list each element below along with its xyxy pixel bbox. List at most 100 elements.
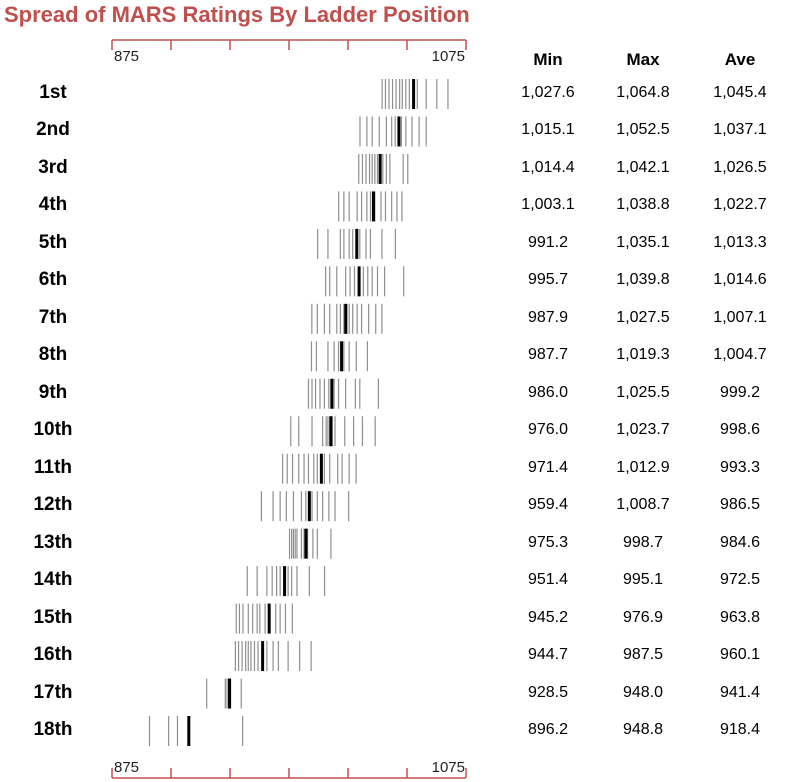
chart-title: Spread of MARS Ratings By Ladder Positio…	[4, 2, 470, 27]
cell-ave: 993.3	[719, 458, 761, 476]
row-label: 6th	[38, 269, 68, 291]
marks-group	[148, 79, 449, 746]
cell-ave: 963.8	[719, 608, 761, 626]
row-label: 1st	[39, 82, 67, 103]
row-label: 16th	[33, 644, 73, 666]
cell-min: 896.2	[527, 721, 569, 738]
cell-ave: 1,022.7	[713, 196, 767, 214]
strip-row	[246, 566, 326, 597]
cell-max: 1,042.1	[616, 158, 670, 176]
strip-row	[325, 266, 405, 297]
row-label: 8th	[38, 344, 68, 366]
cell-max: 1,008.7	[616, 496, 670, 514]
cell-min: 944.7	[527, 646, 569, 664]
row-label: 7th	[38, 306, 68, 328]
row-label: 2nd	[36, 119, 70, 141]
cell-min: 1,015.1	[521, 121, 575, 139]
cell-ave: 986.5	[719, 496, 761, 514]
axes-group: 875 1075 875 1075	[111, 39, 467, 779]
top-tick-label-max: 1075	[432, 48, 465, 65]
cell-ave: 1,007.1	[713, 308, 767, 326]
cell-min: 1,003.1	[521, 196, 575, 214]
cell-max: 948.8	[622, 721, 664, 738]
cell-ave: 998.6	[719, 421, 761, 439]
cell-min: 995.7	[527, 271, 569, 289]
cell-min: 971.4	[527, 458, 569, 476]
column-header-min: Min	[533, 50, 563, 69]
strip-row	[290, 416, 376, 447]
strip-row	[206, 678, 242, 709]
cell-max: 995.1	[622, 571, 664, 589]
cell-max: 998.7	[622, 533, 664, 551]
cell-max: 1,019.3	[616, 346, 670, 364]
row-label: 12th	[33, 494, 73, 516]
bottom-tick-label-max: 1075	[432, 759, 465, 776]
row-label: 9th	[38, 381, 68, 403]
cell-max: 1,038.8	[616, 196, 670, 214]
cell-max: 1,039.8	[616, 271, 670, 289]
strip-row	[358, 153, 409, 184]
strip-row	[338, 191, 403, 222]
bottom-tick-label-min: 875	[114, 759, 139, 776]
cell-ave: 1,026.5	[713, 158, 767, 176]
cell-ave: 1,014.6	[713, 271, 767, 289]
cell-min: 928.5	[527, 683, 569, 701]
strip-row	[235, 603, 293, 634]
cell-min: 987.7	[527, 346, 569, 364]
cell-min: 987.9	[527, 308, 569, 326]
top-tick-label-min: 875	[114, 48, 139, 65]
row-label: 4th	[38, 194, 68, 216]
row-label: 3rd	[38, 156, 68, 178]
strip-row	[317, 228, 396, 259]
column-header-max: Max	[626, 50, 660, 69]
cell-min: 976.0	[527, 421, 569, 439]
cell-max: 976.9	[622, 608, 664, 626]
cell-max: 987.5	[622, 646, 664, 664]
cell-min: 986.0	[527, 383, 569, 401]
strip-row	[359, 116, 427, 147]
strip-row	[310, 341, 369, 372]
cell-max: 1,023.7	[616, 421, 670, 439]
row-label: 5th	[38, 231, 68, 253]
cell-ave: 1,045.4	[713, 84, 767, 101]
cell-min: 959.4	[527, 496, 569, 514]
row-label: 10th	[33, 419, 73, 441]
row-label: 17th	[33, 681, 73, 703]
cell-min: 1,014.4	[521, 158, 575, 176]
cell-max: 948.0	[622, 683, 664, 701]
cell-max: 1,052.5	[616, 121, 670, 139]
cell-min: 945.2	[527, 608, 569, 626]
cell-ave: 960.1	[719, 646, 761, 664]
cell-ave: 984.6	[719, 533, 761, 551]
cell-ave: 941.4	[719, 683, 761, 701]
cell-max: 1,012.9	[616, 458, 670, 476]
cell-max: 1,035.1	[616, 233, 670, 251]
cell-ave: 1,037.1	[713, 121, 767, 139]
strip-row	[148, 716, 244, 746]
column-header-ave: Ave	[724, 50, 756, 69]
row-label: 13th	[33, 531, 73, 553]
strip-row	[260, 491, 350, 522]
cell-ave: 999.2	[719, 383, 761, 401]
cell-min: 991.2	[527, 233, 569, 251]
strip-row	[381, 79, 449, 109]
strip-row	[288, 528, 332, 559]
cell-ave: 1,013.3	[713, 233, 767, 251]
row-label: 15th	[33, 606, 73, 628]
row-label: 18th	[33, 719, 73, 740]
cell-max: 1,027.5	[616, 308, 670, 326]
cell-ave: 972.5	[719, 571, 761, 589]
strip-row	[311, 303, 383, 334]
strip-row	[307, 378, 379, 409]
cell-ave: 918.4	[719, 721, 761, 738]
cell-max: 1,064.8	[616, 84, 670, 101]
cell-ave: 1,004.7	[713, 346, 767, 364]
strip-row	[282, 453, 357, 484]
cell-min: 1,027.6	[521, 84, 575, 101]
cell-min: 951.4	[527, 571, 569, 589]
cell-min: 975.3	[527, 533, 569, 551]
cell-max: 1,025.5	[616, 383, 670, 401]
row-label: 14th	[33, 569, 73, 591]
row-label: 11th	[33, 456, 73, 478]
